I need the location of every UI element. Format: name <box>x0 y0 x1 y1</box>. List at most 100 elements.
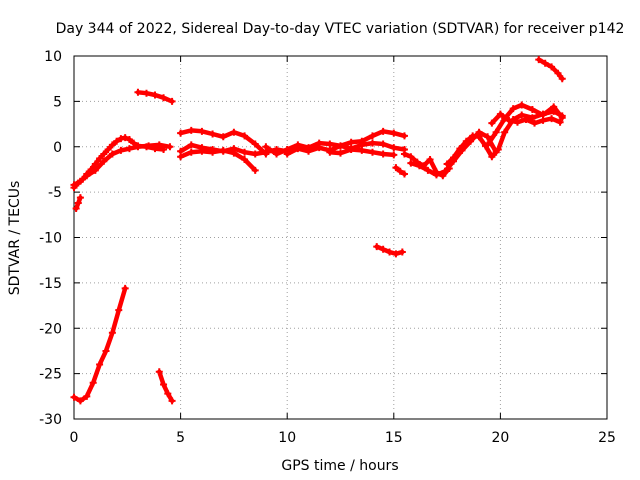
data-point <box>134 88 142 96</box>
data-point <box>415 162 423 170</box>
series-arc-19 <box>488 110 564 127</box>
data-point <box>100 150 108 158</box>
y-tick-label: -25 <box>39 367 62 383</box>
data-point <box>441 167 449 175</box>
series-line <box>485 102 565 148</box>
series-arc-3 <box>72 194 84 212</box>
x-axis-label: GPS time / hours <box>281 458 398 474</box>
data-point <box>535 56 543 64</box>
data-point <box>496 110 504 118</box>
data-point <box>326 148 334 156</box>
data-point <box>548 63 556 71</box>
data-point <box>541 59 549 67</box>
data-point <box>347 138 355 146</box>
data-point <box>91 166 99 174</box>
series-arc-4 <box>134 88 176 105</box>
y-tick-label: -5 <box>48 185 62 201</box>
data-point <box>379 140 387 148</box>
series-line <box>71 286 128 404</box>
data-point <box>198 127 206 135</box>
data-point <box>456 145 464 153</box>
data-point <box>390 144 398 152</box>
data-point <box>96 361 104 369</box>
series-arc-13 <box>373 243 406 258</box>
series-arc-10 <box>262 127 408 158</box>
data-point <box>424 166 432 174</box>
data-point <box>241 155 249 163</box>
grid-lines <box>74 56 607 419</box>
data-point <box>166 143 174 151</box>
series-arc-20 <box>535 56 566 83</box>
data-point <box>121 134 129 142</box>
data-point <box>426 155 434 163</box>
data-point <box>283 150 291 158</box>
data-point <box>108 141 116 149</box>
data-point <box>484 141 492 149</box>
data-point <box>347 145 355 153</box>
data-point <box>142 89 150 97</box>
data-point <box>548 115 556 123</box>
data-point <box>83 392 91 400</box>
data-point <box>198 147 206 155</box>
data-point <box>273 150 281 158</box>
series-line <box>444 109 565 167</box>
data-point <box>125 145 133 153</box>
data-point <box>134 143 142 151</box>
data-point <box>528 106 536 114</box>
data-point <box>100 157 108 165</box>
data-point <box>390 151 398 159</box>
y-tick-label: 0 <box>53 140 62 156</box>
data-point <box>326 140 334 148</box>
data-point <box>117 146 125 154</box>
data-point <box>509 105 517 113</box>
data-point <box>469 132 477 140</box>
data-point <box>398 248 406 256</box>
data-point <box>379 245 387 253</box>
data-point <box>550 103 558 111</box>
series-arc-9 <box>177 146 259 174</box>
data-point <box>76 397 84 405</box>
data-point <box>168 397 176 405</box>
data-point <box>219 146 227 154</box>
data-point <box>230 149 238 157</box>
data-point <box>462 137 470 145</box>
data-point <box>531 119 539 127</box>
data-point <box>373 243 381 251</box>
data-point <box>484 133 492 141</box>
data-point <box>102 347 110 355</box>
series-arc-17 <box>443 107 566 168</box>
data-point <box>76 194 84 202</box>
data-point <box>432 171 440 179</box>
y-tick-label: 5 <box>53 94 62 110</box>
x-tick-label: 10 <box>278 430 296 446</box>
data-point <box>400 150 408 158</box>
x-tick-label: 20 <box>491 430 509 446</box>
data-point <box>368 148 376 156</box>
axis-ticks: 0 5 10 15 20 25 -30 -25 -20 -15 -10 -5 0 5 10 <box>39 49 616 446</box>
data-point <box>230 128 238 136</box>
data-point <box>449 154 457 162</box>
series-arc-5 <box>70 284 129 405</box>
data-point <box>262 143 270 151</box>
data-point <box>558 75 566 83</box>
data-point <box>241 148 249 156</box>
data-point <box>209 130 217 138</box>
data-point <box>400 132 408 140</box>
data-point <box>160 381 168 389</box>
data-point <box>155 368 163 376</box>
data-point <box>379 127 387 135</box>
data-point <box>337 149 344 157</box>
data-point <box>125 135 133 143</box>
y-tick-label: -20 <box>39 321 62 337</box>
data-point <box>368 132 376 140</box>
data-point <box>400 170 408 178</box>
data-point <box>390 129 398 137</box>
data-point <box>392 164 400 172</box>
series-arc-12 <box>326 145 398 159</box>
series-arc-18 <box>484 101 566 149</box>
data-point <box>241 132 249 140</box>
data-point <box>337 142 344 150</box>
y-tick-label: -15 <box>39 276 62 292</box>
plot-frame <box>73 55 608 420</box>
data-point <box>505 116 513 124</box>
